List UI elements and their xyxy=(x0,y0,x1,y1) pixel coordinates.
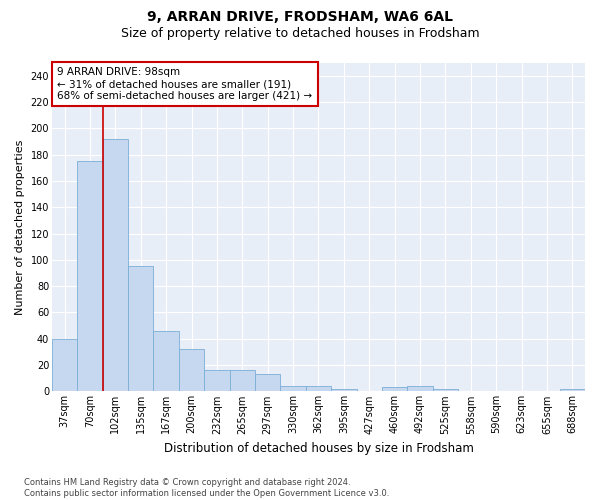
Bar xyxy=(433,389,458,392)
Text: 9, ARRAN DRIVE, FRODSHAM, WA6 6AL: 9, ARRAN DRIVE, FRODSHAM, WA6 6AL xyxy=(147,10,453,24)
Bar xyxy=(179,350,204,392)
Bar xyxy=(331,389,356,392)
Text: 9 ARRAN DRIVE: 98sqm
← 31% of detached houses are smaller (191)
68% of semi-deta: 9 ARRAN DRIVE: 98sqm ← 31% of detached h… xyxy=(57,68,313,100)
Bar xyxy=(407,386,433,392)
Bar xyxy=(204,370,230,392)
Bar xyxy=(255,374,280,392)
Y-axis label: Number of detached properties: Number of detached properties xyxy=(15,140,25,314)
Bar xyxy=(128,266,154,392)
Bar xyxy=(77,161,103,392)
Text: Contains HM Land Registry data © Crown copyright and database right 2024.
Contai: Contains HM Land Registry data © Crown c… xyxy=(24,478,389,498)
Bar xyxy=(230,370,255,392)
Bar xyxy=(382,388,407,392)
Bar xyxy=(52,339,77,392)
Text: Size of property relative to detached houses in Frodsham: Size of property relative to detached ho… xyxy=(121,28,479,40)
Bar xyxy=(306,386,331,392)
Bar xyxy=(103,139,128,392)
X-axis label: Distribution of detached houses by size in Frodsham: Distribution of detached houses by size … xyxy=(164,442,473,455)
Bar xyxy=(154,331,179,392)
Bar xyxy=(280,386,306,392)
Bar xyxy=(560,389,585,392)
